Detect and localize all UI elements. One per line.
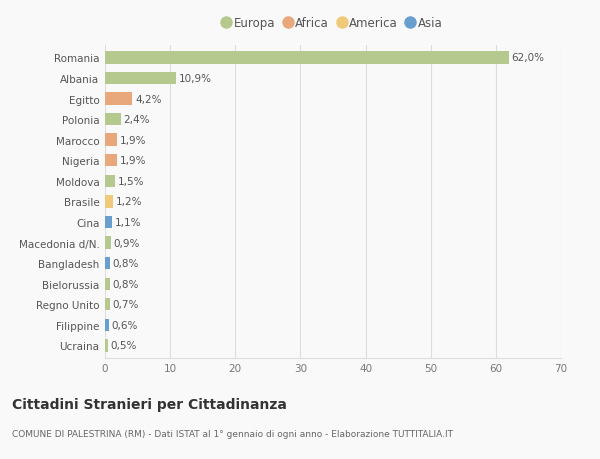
Text: 1,9%: 1,9% [120,156,146,166]
Bar [105,52,509,64]
Bar [105,114,121,126]
Bar [105,93,133,106]
Text: 1,5%: 1,5% [118,176,144,186]
Text: 1,9%: 1,9% [120,135,146,146]
Bar [105,134,118,146]
Text: 0,7%: 0,7% [112,300,139,310]
Text: 2,4%: 2,4% [123,115,150,125]
Text: 0,6%: 0,6% [112,320,138,330]
Text: 0,9%: 0,9% [113,238,140,248]
Text: 1,2%: 1,2% [115,197,142,207]
Bar [105,298,110,311]
Bar [105,73,176,85]
Text: 0,8%: 0,8% [113,258,139,269]
Text: Cittadini Stranieri per Cittadinanza: Cittadini Stranieri per Cittadinanza [12,397,287,411]
Text: 1,1%: 1,1% [115,218,141,228]
Bar [105,340,108,352]
Bar [105,175,115,188]
Bar [105,278,110,290]
Legend: Europa, Africa, America, Asia: Europa, Africa, America, Asia [220,14,446,34]
Bar [105,196,113,208]
Text: 0,5%: 0,5% [111,341,137,351]
Text: 62,0%: 62,0% [511,53,544,63]
Bar [105,155,118,167]
Text: COMUNE DI PALESTRINA (RM) - Dati ISTAT al 1° gennaio di ogni anno - Elaborazione: COMUNE DI PALESTRINA (RM) - Dati ISTAT a… [12,429,453,438]
Bar [105,216,112,229]
Bar [105,319,109,331]
Bar [105,257,110,270]
Text: 4,2%: 4,2% [135,94,161,104]
Bar [105,237,111,249]
Text: 0,8%: 0,8% [113,279,139,289]
Text: 10,9%: 10,9% [179,74,212,84]
